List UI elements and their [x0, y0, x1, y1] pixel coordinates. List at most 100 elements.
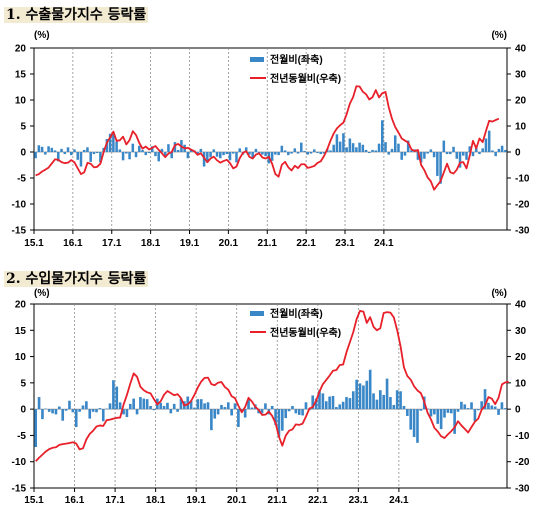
bar-mom	[371, 149, 374, 152]
bar-mom	[152, 409, 156, 411]
chart2-title: 2. 수입물가지수 등락률	[4, 268, 149, 288]
bar-mom	[47, 146, 50, 152]
bar-mom	[95, 409, 98, 413]
bar-mom	[220, 404, 223, 410]
bar-mom	[345, 147, 348, 152]
bar-mom	[395, 390, 399, 410]
bar-mom	[47, 409, 51, 412]
bar-mom	[34, 152, 37, 159]
bar-mom	[115, 141, 118, 152]
bar-mom	[40, 146, 44, 152]
x-tick-label: 17.1	[105, 495, 125, 506]
bar-mom	[247, 399, 250, 410]
bar-mom	[95, 152, 99, 154]
bar-mom	[37, 145, 41, 152]
bar-mom	[50, 147, 54, 152]
bar-mom	[384, 142, 387, 152]
bar-mom	[487, 402, 490, 410]
bar-mom	[443, 409, 446, 418]
bar-mom	[125, 152, 128, 154]
import-price-chart: 15.1 16.1 17.1 18.1 19.1 20.1 21.1 22.1 23.1 24.1…	[12, 288, 530, 506]
legend-swatch-bar	[250, 57, 264, 62]
bar-mom	[468, 146, 472, 152]
bar-mom	[186, 396, 190, 410]
right-axis-unit: (%)	[491, 30, 507, 41]
bar-mom	[433, 409, 436, 415]
left-tick-label: 20	[15, 300, 27, 311]
bar-mom	[300, 142, 303, 152]
bar-mom	[231, 152, 235, 154]
bar-mom	[351, 391, 355, 410]
bar-mom	[452, 146, 455, 152]
bar-mom	[243, 409, 247, 418]
bar-mom	[348, 138, 352, 152]
bar-mom	[216, 409, 220, 415]
bar-mom	[144, 152, 148, 156]
bar-mom	[481, 148, 484, 152]
left-tick-label: 0	[20, 148, 26, 159]
bar-mom	[429, 409, 433, 417]
bar-mom	[91, 409, 95, 412]
bar-mom	[176, 149, 180, 152]
bar-mom	[466, 408, 470, 410]
bar-mom	[460, 401, 463, 410]
bar-mom	[358, 383, 362, 410]
plot-frame	[33, 303, 508, 489]
x-tick-label: 15.1	[24, 238, 44, 249]
bar-mom	[74, 409, 78, 428]
bar-mom	[284, 409, 288, 419]
bar-mom	[223, 407, 227, 410]
bar-mom	[108, 403, 112, 410]
bar-mom	[163, 152, 167, 157]
bar-mom	[416, 409, 419, 443]
bar-mom	[176, 409, 179, 412]
bar-mom	[304, 402, 308, 410]
bar-mom	[311, 395, 315, 410]
bar-mom	[342, 133, 345, 152]
bar-mom	[368, 152, 371, 154]
right-tick-label: 10	[515, 378, 527, 389]
bar-mom	[73, 149, 76, 152]
x-tick-label: 18.1	[141, 238, 161, 249]
bar-mom	[365, 380, 369, 410]
bar-mom	[162, 405, 166, 410]
x-tick-label: 16.1	[65, 495, 85, 506]
bar-mom	[296, 152, 300, 154]
legend-label-line: 전년동월비(우축)	[270, 72, 341, 85]
bar-mom	[78, 409, 81, 412]
x-tick-label: 20.1	[219, 238, 239, 249]
bar-mom	[478, 152, 481, 155]
line-yoy	[35, 309, 509, 462]
bar-mom	[387, 152, 391, 155]
x-tick-label: 22.1	[296, 238, 316, 249]
left-tick-label: -10	[12, 457, 27, 468]
bar-mom	[328, 396, 331, 410]
bar-mom	[406, 409, 409, 416]
bar-mom	[108, 133, 112, 152]
bar-mom	[193, 407, 196, 410]
x-tick-label: 20.1	[227, 495, 247, 506]
bar-mom	[412, 409, 416, 438]
bar-mom	[361, 144, 365, 152]
bar-mom	[392, 404, 396, 410]
bar-mom	[206, 402, 210, 410]
bar-mom	[228, 152, 232, 161]
bar-mom	[199, 148, 203, 152]
bar-mom	[382, 394, 385, 410]
x-tick-label: 24.1	[374, 238, 394, 249]
bar-mom	[58, 406, 61, 410]
bar-mom	[280, 145, 284, 152]
bar-mom	[436, 409, 440, 424]
left-tick-label: 10	[15, 352, 27, 363]
bar-mom	[341, 401, 345, 410]
right-tick-label: 30	[515, 326, 527, 337]
left-tick-label: 20	[15, 44, 27, 55]
bar-mom	[345, 397, 348, 410]
bar-mom	[484, 138, 488, 152]
bar-mom	[423, 152, 426, 159]
bar-mom	[291, 405, 294, 410]
bar-mom	[219, 152, 222, 159]
bar-mom	[462, 152, 465, 156]
left-axis-unit: (%)	[34, 30, 50, 41]
bar-mom	[348, 398, 352, 410]
